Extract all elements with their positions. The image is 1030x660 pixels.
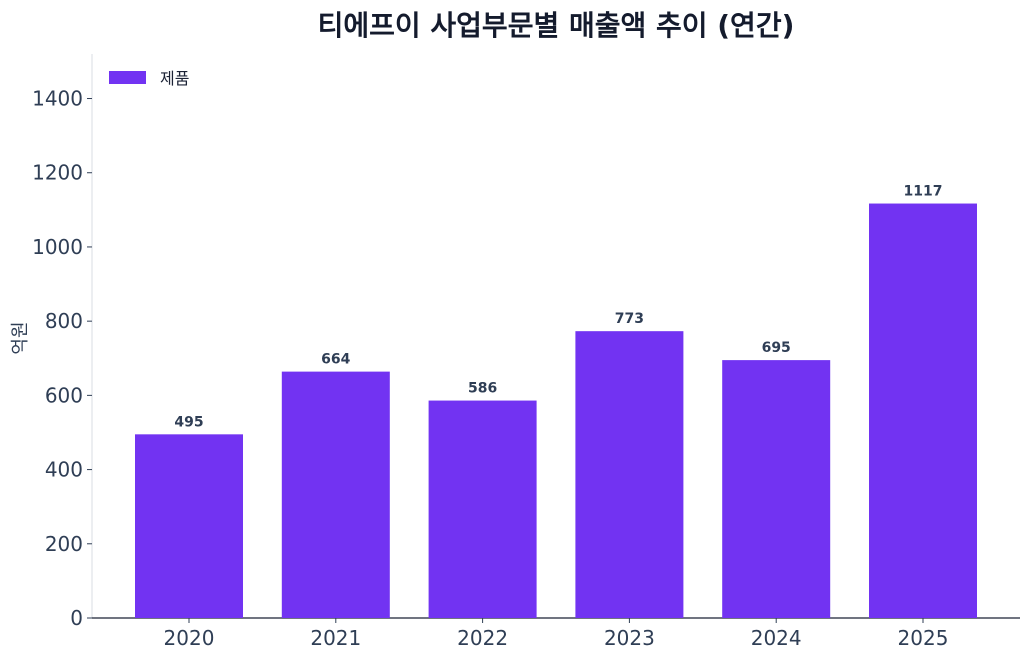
y-tick-label: 200 — [45, 532, 83, 556]
y-tick-label: 600 — [45, 383, 83, 407]
chart-title: 티에프이 사업부문별 매출액 추이 (연간) — [318, 9, 795, 42]
y-tick-label: 1400 — [32, 87, 83, 111]
y-tick-label: 1200 — [32, 161, 83, 185]
y-tick-label: 800 — [45, 309, 83, 333]
y-axis-label: 억원 — [10, 321, 31, 354]
data-label-2022: 586 — [468, 381, 497, 397]
x-tick-label: 2024 — [751, 626, 802, 650]
y-tick-label: 400 — [45, 458, 83, 482]
legend-label-product: 제품 — [160, 69, 189, 88]
legend-swatch-product — [109, 71, 146, 84]
data-label-2020: 495 — [174, 414, 203, 430]
bar-2024 — [722, 360, 831, 618]
x-tick-label: 2023 — [604, 626, 655, 650]
x-tick-label: 2020 — [164, 626, 215, 650]
data-label-2023: 773 — [615, 311, 644, 327]
data-labels: 495 664 586 773 695 1117 — [174, 184, 942, 431]
data-label-2021: 664 — [321, 352, 350, 368]
bar-2020 — [135, 434, 243, 618]
bar-2021 — [281, 371, 390, 618]
bar-series — [135, 203, 977, 618]
data-label-2024: 695 — [762, 340, 791, 356]
y-tick-label: 1000 — [32, 235, 83, 259]
x-axis: 2020 2021 2022 2023 2024 2025 — [92, 617, 1020, 650]
x-tick-label: 2021 — [310, 626, 361, 650]
legend: 제품 — [109, 69, 189, 88]
y-tick-label: 0 — [70, 606, 83, 630]
bar-2025 — [869, 203, 977, 618]
x-tick-label: 2022 — [457, 626, 508, 650]
data-label-2025: 1117 — [904, 184, 943, 200]
bar-2023 — [575, 331, 684, 618]
x-tick-label: 2025 — [898, 626, 949, 650]
bar-2022 — [428, 400, 537, 618]
y-axis: 0 200 400 600 800 1000 1200 1400 — [32, 54, 93, 630]
